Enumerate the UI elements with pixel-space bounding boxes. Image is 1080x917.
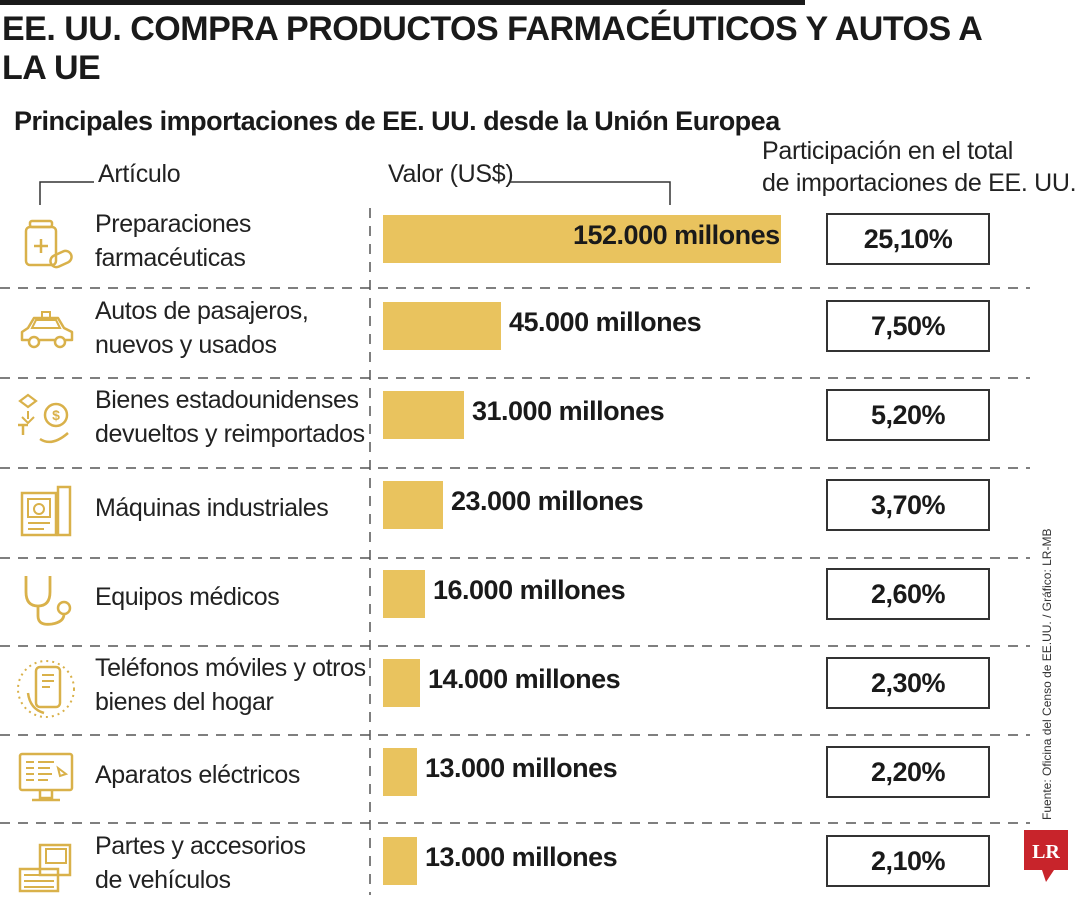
value-header: Valor (US$) (388, 160, 514, 188)
row-label-line1: Preparaciones (95, 210, 252, 238)
value-label: 13.000 millones (425, 842, 618, 872)
article-header-connector (39, 181, 94, 205)
table-row: Aparatos eléctricos 13.000 millones 2,20% (0, 738, 1040, 828)
row-label: Autos de pasajeros, nuevos y usados (95, 294, 309, 362)
value-bar (383, 659, 420, 707)
row-label: Aparatos eléctricos (95, 758, 300, 792)
value-bar (383, 215, 781, 263)
svg-text:$: $ (52, 407, 60, 423)
monitor-icon (14, 746, 78, 810)
row-label: Preparaciones farmacéuticas (95, 207, 251, 275)
smartphone-icon (14, 657, 78, 721)
row-label: Teléfonos móviles y otros bienes del hoga… (95, 651, 366, 719)
row-label-line1: Partes y accesorios (95, 832, 306, 860)
value-label: 16.000 millones (433, 575, 626, 605)
top-rule (0, 0, 805, 5)
value-bar (383, 391, 464, 439)
row-label-line1: Autos de pasajeros, (95, 297, 309, 325)
table-row: Preparaciones farmacéuticas 152.000 millon… (0, 205, 1040, 295)
medicine-icon (14, 213, 78, 277)
lr-logo: LR (1024, 830, 1068, 882)
row-label-line2: de vehículos (95, 866, 231, 894)
table-row: Autos de pasajeros, nuevos y usados 45.000… (0, 292, 1040, 382)
car-icon (14, 300, 78, 364)
row-label-line2: bienes del hogar (95, 688, 274, 716)
value-bar (383, 481, 443, 529)
share-box: 25,10% (826, 213, 990, 265)
row-label-line2: nuevos y usados (95, 331, 277, 359)
car-parts-icon (14, 835, 78, 899)
share-box: 2,20% (826, 746, 990, 798)
row-label-line1: Máquinas industriales (95, 494, 329, 522)
svg-text:LR: LR (1032, 841, 1060, 863)
share-header-line2: de importaciones de EE. UU. (762, 169, 1077, 197)
row-label: Máquinas industriales (95, 491, 329, 525)
chart-subtitle: Principales importaciones de EE. UU. des… (14, 106, 780, 136)
value-bar (383, 302, 501, 350)
chart-title: EE. UU. COMPRA PRODUCTOS FARMACÉUTICOS Y… (2, 10, 982, 87)
table-row: Teléfonos móviles y otros bienes del hoga… (0, 649, 1040, 739)
value-label: 14.000 millones (428, 664, 621, 694)
stethoscope-icon (14, 568, 78, 632)
value-bar (383, 570, 425, 618)
row-label-line1: Equipos médicos (95, 583, 280, 611)
value-bar (383, 837, 417, 885)
value-label: 13.000 millones (425, 753, 618, 783)
table-row: Máquinas industriales 23.000 millones 3,70… (0, 471, 1040, 561)
industrial-machine-icon (14, 479, 78, 543)
share-box: 2,30% (826, 657, 990, 709)
share-header: Participación en el total de importacion… (762, 135, 1077, 199)
value-label: 45.000 millones (509, 307, 702, 337)
share-box: 2,10% (826, 835, 990, 887)
share-box: 7,50% (826, 300, 990, 352)
share-box: 3,70% (826, 479, 990, 531)
source-note: Fuente: Oficina del Censo de EE.UU. / Gr… (1040, 528, 1054, 820)
value-label: 152.000 millones (573, 220, 780, 250)
row-label-line1: Aparatos eléctricos (95, 761, 300, 789)
row-label-line1: Bienes estadounidenses (95, 386, 359, 414)
share-box: 2,60% (826, 568, 990, 620)
value-label: 31.000 millones (472, 396, 665, 426)
share-header-line1: Participación en el total (762, 137, 1013, 165)
row-label-line2: farmacéuticas (95, 244, 246, 272)
value-bar (383, 748, 417, 796)
value-label: 23.000 millones (451, 486, 644, 516)
row-label-line2: devueltos y reimportados (95, 420, 365, 448)
value-header-connector (510, 181, 671, 205)
table-row: Equipos médicos 16.000 millones 2,60% (0, 560, 1040, 650)
row-label: Bienes estadounidenses devueltos y reimpo… (95, 383, 365, 451)
row-label: Partes y accesorios de vehículos (95, 829, 306, 897)
article-header: Artículo (98, 160, 181, 188)
share-box: 5,20% (826, 389, 990, 441)
row-separators (0, 287, 1030, 824)
row-label: Equipos médicos (95, 580, 280, 614)
table-row: $ Bienes estadounidenses devueltos y reim… (0, 381, 1040, 471)
row-label-line1: Teléfonos móviles y otros (95, 654, 366, 682)
table-row: Partes y accesorios de vehículos 13.000 mi… (0, 827, 1040, 917)
money-exchange-icon: $ (14, 389, 78, 453)
